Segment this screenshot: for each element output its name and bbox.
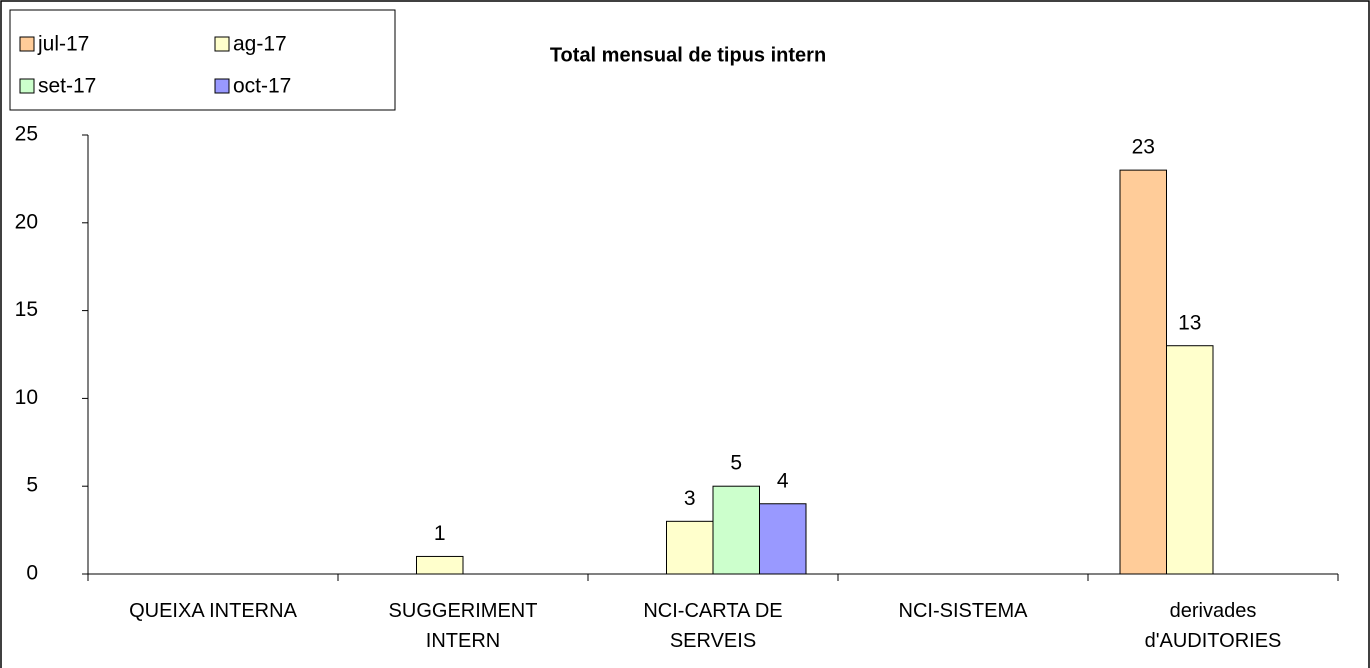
y-tick-label: 25 (15, 123, 38, 146)
bar (416, 555, 464, 575)
y-tick-label: 5 (26, 474, 38, 497)
x-tick-label: NCI-CARTA DE SERVEIS (643, 600, 783, 652)
data-label: 23 (1132, 136, 1155, 159)
y-tick-label: 20 (15, 210, 38, 233)
bar (1166, 345, 1214, 575)
legend-swatch (19, 78, 35, 94)
data-label: 1 (434, 522, 446, 545)
bar (759, 503, 807, 575)
data-label: 3 (684, 487, 696, 510)
y-tick-label: 0 (26, 562, 38, 585)
legend-swatch (214, 78, 230, 94)
legend-label: set-17 (38, 75, 96, 98)
legend-box (9, 9, 396, 111)
legend-swatch (19, 36, 35, 52)
x-tick-label: NCI-SISTEMA (898, 600, 1028, 622)
y-tick-label: 15 (15, 298, 38, 321)
x-tick-label: derivades d'AUDITORIES (1144, 600, 1282, 652)
y-tick-label: 10 (15, 386, 38, 409)
bar (712, 485, 760, 575)
legend-label: ag-17 (233, 33, 287, 56)
data-label: 4 (777, 469, 789, 492)
x-tick-label: SUGGERIMENT INTERN (388, 600, 538, 652)
legend-label: oct-17 (233, 75, 291, 98)
data-label: 5 (730, 452, 742, 475)
legend-label: jul-17 (37, 33, 89, 56)
bar (666, 520, 714, 575)
bar (1119, 169, 1167, 575)
x-tick-label: QUEIXA INTERNA (129, 600, 297, 622)
chart-title: Total mensual de tipus intern (550, 44, 826, 66)
legend-swatch (214, 36, 230, 52)
data-label: 13 (1178, 311, 1201, 334)
